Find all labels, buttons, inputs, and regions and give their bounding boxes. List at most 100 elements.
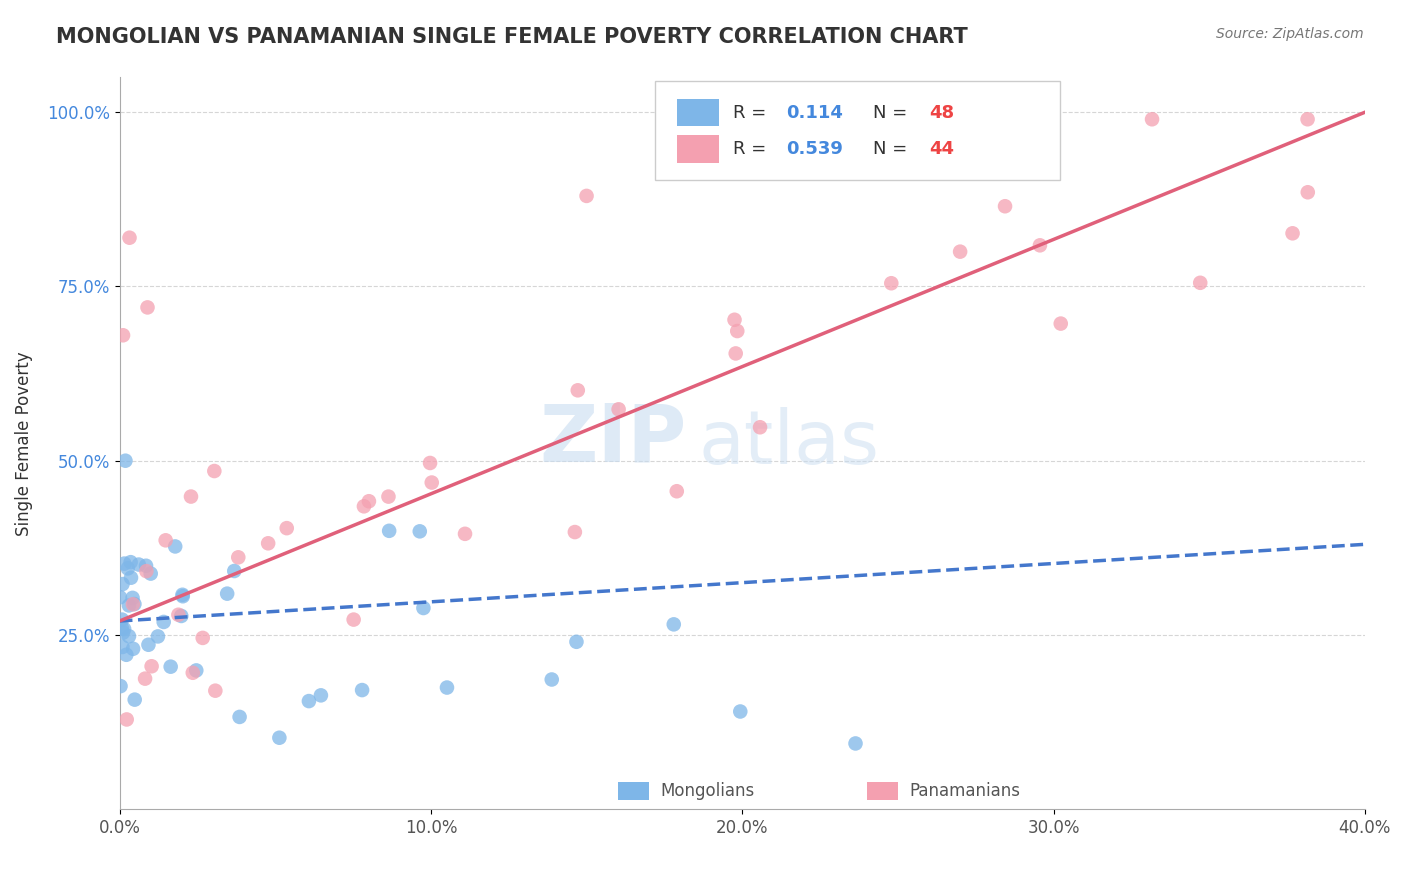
- Point: [110, 679, 132, 693]
- Point: [170, 609, 193, 624]
- Point: [1281, 227, 1303, 241]
- Point: [202, 464, 225, 478]
- Point: [725, 324, 748, 338]
- Point: [665, 484, 688, 499]
- Point: [114, 453, 136, 467]
- Text: 0.539: 0.539: [786, 140, 842, 158]
- Point: [181, 665, 204, 680]
- Point: [118, 629, 141, 643]
- Point: [115, 713, 138, 727]
- Point: [108, 591, 131, 605]
- Point: [139, 566, 162, 581]
- Point: [607, 402, 630, 417]
- Point: [217, 587, 239, 601]
- Point: [112, 622, 135, 636]
- Point: [730, 705, 752, 719]
- Point: [112, 328, 135, 343]
- Y-axis label: Single Female Poverty: Single Female Poverty: [15, 351, 32, 535]
- Point: [120, 555, 142, 569]
- Point: [409, 524, 432, 539]
- Point: [662, 617, 685, 632]
- Text: MONGOLIAN VS PANAMANIAN SINGLE FEMALE POVERTY CORRELATION CHART: MONGOLIAN VS PANAMANIAN SINGLE FEMALE PO…: [56, 27, 967, 46]
- Point: [377, 490, 399, 504]
- Text: atlas: atlas: [699, 407, 880, 480]
- Point: [141, 659, 163, 673]
- Point: [111, 640, 134, 654]
- Point: [844, 736, 866, 750]
- Point: [111, 613, 134, 627]
- Point: [159, 659, 181, 673]
- Point: [118, 230, 141, 244]
- Text: R =: R =: [734, 103, 772, 121]
- Point: [204, 683, 226, 698]
- Point: [155, 533, 177, 548]
- Point: [1140, 112, 1163, 127]
- Point: [298, 694, 321, 708]
- Point: [269, 731, 291, 745]
- Point: [352, 683, 374, 698]
- Point: [135, 558, 157, 573]
- Text: 0.114: 0.114: [786, 103, 842, 121]
- Bar: [678, 99, 718, 127]
- Point: [226, 550, 249, 565]
- Point: [124, 597, 146, 611]
- Text: N =: N =: [873, 140, 912, 158]
- Point: [135, 564, 157, 578]
- Point: [146, 629, 169, 643]
- Point: [186, 664, 208, 678]
- Point: [436, 681, 458, 695]
- Point: [122, 597, 145, 611]
- Point: [117, 561, 139, 575]
- Point: [419, 456, 441, 470]
- Point: [994, 199, 1017, 213]
- Bar: [617, 782, 648, 800]
- Point: [378, 524, 401, 538]
- Point: [949, 244, 972, 259]
- Point: [257, 536, 280, 550]
- Point: [1029, 238, 1052, 252]
- Point: [357, 494, 380, 508]
- Point: [124, 692, 146, 706]
- Point: [165, 540, 187, 554]
- Point: [880, 277, 903, 291]
- Point: [575, 189, 598, 203]
- Point: [343, 613, 366, 627]
- Point: [152, 615, 174, 629]
- Point: [224, 564, 246, 578]
- Point: [118, 599, 141, 613]
- Point: [420, 475, 443, 490]
- Point: [172, 589, 194, 603]
- Point: [724, 346, 747, 360]
- Point: [565, 635, 588, 649]
- Point: [111, 622, 134, 636]
- Point: [228, 710, 250, 724]
- Point: [180, 490, 202, 504]
- Point: [138, 638, 160, 652]
- Point: [111, 577, 134, 591]
- Text: 44: 44: [929, 140, 955, 158]
- Point: [1189, 276, 1212, 290]
- Text: 48: 48: [929, 103, 955, 121]
- Point: [115, 648, 138, 662]
- Point: [191, 631, 214, 645]
- Point: [121, 591, 143, 605]
- Text: Source: ZipAtlas.com: Source: ZipAtlas.com: [1216, 27, 1364, 41]
- Point: [167, 607, 190, 622]
- Point: [454, 526, 477, 541]
- Point: [309, 689, 332, 703]
- Text: R =: R =: [734, 140, 772, 158]
- Point: [136, 301, 159, 315]
- Text: N =: N =: [873, 103, 912, 121]
- Point: [564, 524, 586, 539]
- Point: [134, 672, 156, 686]
- Point: [1296, 112, 1319, 127]
- Point: [276, 521, 298, 535]
- Point: [567, 384, 589, 398]
- Point: [172, 588, 194, 602]
- Point: [723, 312, 745, 326]
- Text: Mongolians: Mongolians: [659, 782, 754, 800]
- Point: [120, 571, 142, 585]
- Text: ZIP: ZIP: [538, 401, 686, 479]
- Bar: [678, 136, 718, 163]
- Point: [111, 625, 134, 640]
